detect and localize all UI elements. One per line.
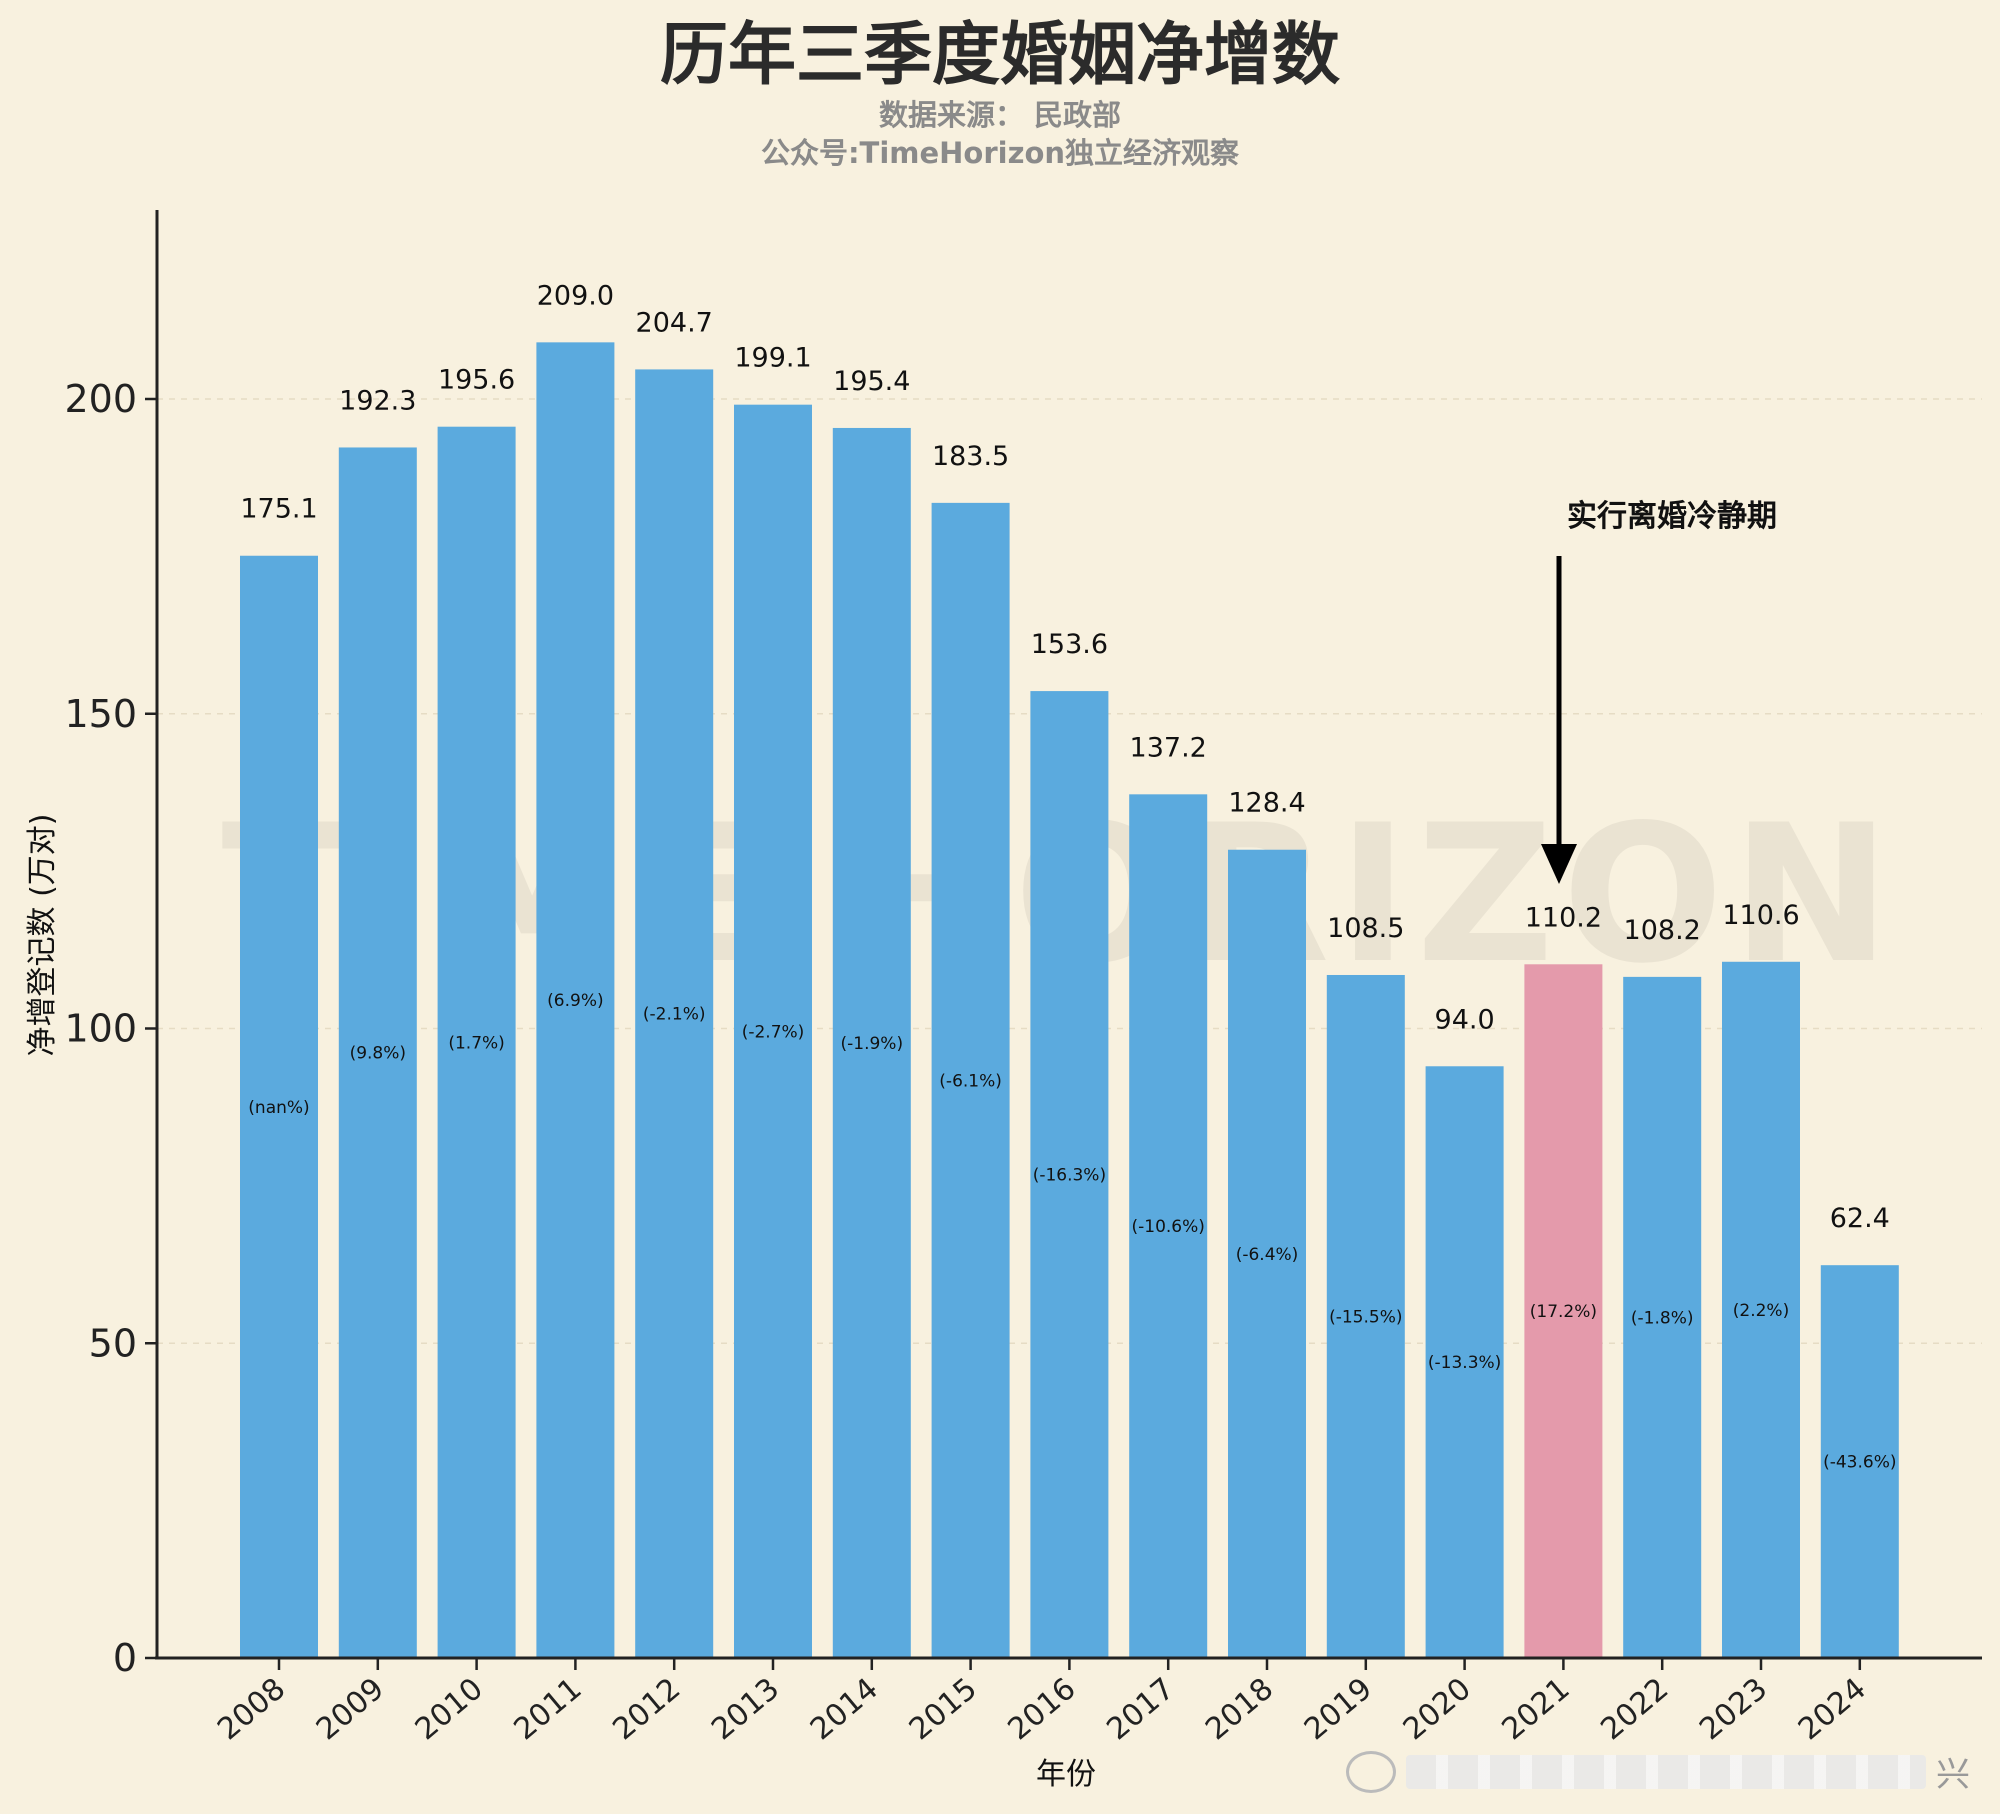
value-label: 199.1 xyxy=(734,343,811,374)
x-tick-label: 2012 xyxy=(606,1671,687,1747)
value-label: 195.4 xyxy=(833,366,910,397)
x-tick-label: 2014 xyxy=(804,1671,885,1747)
value-labels: 175.1 (nan%) 192.3 (9.8%) 195.6 (1.7%) 209.0 (6… xyxy=(240,280,1896,1472)
value-label: 183.5 xyxy=(932,441,1009,472)
bar xyxy=(1524,964,1603,1658)
x-tick-label: 2021 xyxy=(1496,1671,1577,1747)
bar xyxy=(635,369,714,1658)
x-tick-label: 2023 xyxy=(1693,1671,1774,1747)
bar xyxy=(1228,849,1306,1658)
bar xyxy=(338,447,417,1659)
bar xyxy=(1820,1265,1899,1658)
bar xyxy=(1425,1066,1504,1658)
x-tick-label: 2017 xyxy=(1100,1671,1181,1747)
bar xyxy=(1623,976,1702,1658)
value-label: 108.5 xyxy=(1327,913,1404,944)
value-label: 153.6 xyxy=(1031,629,1108,660)
value-label: 108.2 xyxy=(1624,915,1701,946)
pct-label: (-1.9%) xyxy=(841,1034,904,1054)
pct-label: (-2.7%) xyxy=(742,1022,805,1042)
pct-label: (-43.6%) xyxy=(1823,1453,1896,1473)
value-label: 62.4 xyxy=(1830,1203,1890,1234)
x-tick-label: 2010 xyxy=(409,1671,490,1747)
pct-label: (-2.1%) xyxy=(643,1005,706,1025)
bars xyxy=(240,342,1899,1659)
x-tick-label: 2015 xyxy=(903,1671,984,1747)
bar xyxy=(1326,974,1405,1658)
bar xyxy=(832,427,911,1658)
pct-label: (-16.3%) xyxy=(1033,1166,1106,1186)
x-ticks: 2008 2009 2010 2011 2012 2013 2014 2015 2016 2017… xyxy=(211,1658,1873,1747)
value-label: 209.0 xyxy=(537,280,614,311)
pct-label: (1.7%) xyxy=(448,1033,504,1053)
x-tick-label: 2008 xyxy=(211,1671,292,1747)
y-tick-label: 0 xyxy=(113,1636,137,1680)
pct-label: (-13.3%) xyxy=(1428,1353,1501,1373)
x-tick-label: 2016 xyxy=(1002,1671,1083,1747)
value-label: 110.2 xyxy=(1525,902,1602,933)
y-tick-label: 150 xyxy=(64,692,137,736)
x-tick-label: 2011 xyxy=(508,1671,589,1747)
annotation-arrow-head xyxy=(1541,844,1577,884)
bar xyxy=(734,404,812,1658)
pct-label: (9.8%) xyxy=(350,1044,406,1064)
footer-text: 兴 xyxy=(1936,1755,1970,1795)
x-tick-label: 2019 xyxy=(1298,1671,1379,1747)
value-label: 192.3 xyxy=(339,385,416,416)
value-label: 110.6 xyxy=(1722,900,1799,931)
pct-label: (-6.1%) xyxy=(939,1071,1002,1091)
x-tick-label: 2022 xyxy=(1594,1671,1675,1747)
pct-label: (-15.5%) xyxy=(1329,1307,1402,1327)
bar xyxy=(1722,961,1800,1658)
pct-label: (2.2%) xyxy=(1733,1301,1789,1321)
bar xyxy=(240,555,318,1658)
value-label: 94.0 xyxy=(1435,1004,1495,1035)
x-tick-label: 2020 xyxy=(1397,1671,1478,1747)
value-label: 204.7 xyxy=(636,307,713,338)
pct-label: (-1.8%) xyxy=(1631,1308,1694,1328)
y-tick-label: 100 xyxy=(64,1007,137,1051)
y-tick-label: 50 xyxy=(89,1321,137,1365)
bar xyxy=(1129,794,1208,1658)
bar xyxy=(931,502,1010,1659)
x-tick-label: 2009 xyxy=(310,1671,391,1747)
y-tick-label: 200 xyxy=(64,377,137,421)
pct-label: (6.9%) xyxy=(547,991,603,1011)
bar xyxy=(1030,691,1109,1658)
pct-label: (17.2%) xyxy=(1530,1302,1597,1322)
y-ticks: 0 50 100 150 200 xyxy=(64,377,157,1680)
footer-redaction xyxy=(1406,1754,1926,1789)
annotation-text: 实行离婚冷静期 xyxy=(1567,499,1777,534)
watermark-footer: 兴 xyxy=(1346,1747,1970,1796)
pct-label: (-6.4%) xyxy=(1236,1245,1299,1265)
x-tick-label: 2018 xyxy=(1199,1671,1280,1747)
pct-label: (-10.6%) xyxy=(1131,1217,1204,1237)
pct-label: (nan%) xyxy=(248,1098,309,1118)
value-label: 137.2 xyxy=(1130,732,1207,763)
weibo-logo-icon xyxy=(1346,1750,1396,1793)
bar xyxy=(437,426,516,1658)
y-axis-title: 净增登记数 (万对) xyxy=(25,814,60,1057)
x-axis-title: 年份 xyxy=(1036,1757,1096,1792)
value-label: 128.4 xyxy=(1228,788,1305,819)
bar xyxy=(536,342,615,1659)
annotation: 实行离婚冷静期 xyxy=(1541,499,1777,884)
chart-subtitle-source: 数据来源： 民政部 xyxy=(879,98,1121,132)
x-tick-label: 2013 xyxy=(705,1671,786,1747)
chart-subtitle-account: 公众号:TimeHorizon独立经济观察 xyxy=(761,136,1240,170)
x-tick-label: 2024 xyxy=(1792,1671,1873,1747)
chart-title: 历年三季度婚姻净增数 xyxy=(660,16,1340,95)
value-label: 175.1 xyxy=(240,494,317,525)
value-label: 195.6 xyxy=(438,365,515,396)
